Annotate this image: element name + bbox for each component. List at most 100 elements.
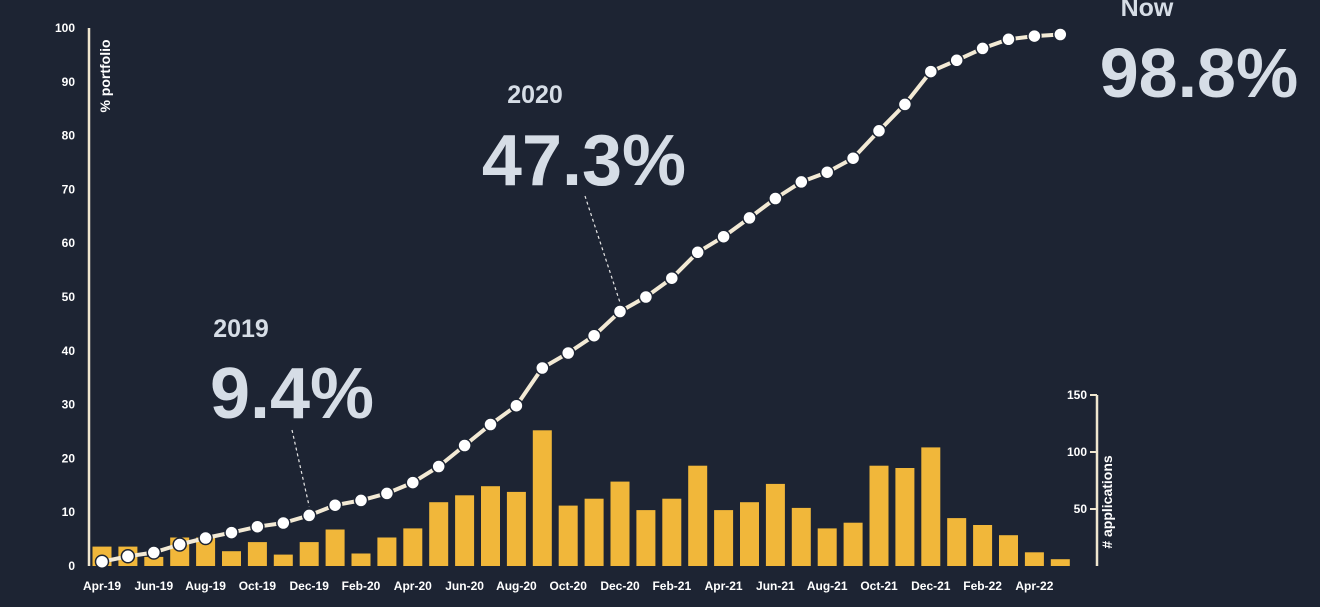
bar-Jul-20 <box>481 486 500 566</box>
callout-2019-value: 9.4% <box>210 354 374 434</box>
left-tick-50: 50 <box>62 290 76 304</box>
x-tick-Aug-21: Aug-21 <box>807 579 848 593</box>
point-Dec-21 <box>923 64 939 79</box>
point-Nov-20 <box>586 328 602 343</box>
point-May-19 <box>120 549 136 564</box>
callout-leader-2020 <box>584 195 621 303</box>
right-axis-title: # applications <box>1099 455 1115 549</box>
x-tick-Aug-20: Aug-20 <box>496 579 537 593</box>
point-Mar-22 <box>1001 32 1016 47</box>
bar-Sep-21 <box>843 522 863 566</box>
point-May-20 <box>431 459 446 474</box>
point-Sep-20 <box>535 360 550 376</box>
point-Aug-21 <box>819 164 835 180</box>
left-tick-40: 40 <box>62 344 76 358</box>
left-tick-60: 60 <box>62 236 76 250</box>
bar-May-22 <box>1050 559 1070 566</box>
point-Jan-22 <box>949 53 964 68</box>
left-axis-title: % portfolio <box>97 39 113 112</box>
right-tick-50: 50 <box>1074 502 1088 516</box>
bar-Jun-21 <box>765 483 785 566</box>
bar-Mar-20 <box>377 537 397 566</box>
point-Apr-21 <box>716 229 731 244</box>
point-Oct-21 <box>871 123 887 139</box>
x-tick-Feb-22: Feb-22 <box>963 579 1002 593</box>
x-tick-Apr-20: Apr-20 <box>394 579 432 593</box>
point-Sep-19 <box>224 525 239 540</box>
x-tick-Oct-21: Oct-21 <box>860 579 898 593</box>
bar-Apr-20 <box>403 528 423 566</box>
left-tick-100: 100 <box>55 21 75 35</box>
point-Apr-22 <box>1027 28 1042 44</box>
bar-Aug-20 <box>506 491 526 566</box>
point-Jul-20 <box>483 417 498 432</box>
bar-Aug-21 <box>817 528 837 566</box>
right-tick-100: 100 <box>1067 445 1087 459</box>
x-tick-Jun-21: Jun-21 <box>756 579 795 593</box>
left-tick-80: 80 <box>62 129 76 143</box>
right-axis-ticks: 50 100 150 <box>1067 388 1097 516</box>
point-Aug-20 <box>509 398 524 413</box>
bar-Dec-21 <box>921 447 941 566</box>
bar-Sep-19 <box>222 551 241 566</box>
left-tick-0: 0 <box>68 559 75 573</box>
bar-Oct-20 <box>558 505 578 566</box>
bar-Sep-20 <box>532 430 552 566</box>
bar-Aug-19 <box>196 537 216 566</box>
axes: % portfolio # applications <box>87 28 1115 566</box>
x-tick-Jun-19: Jun-19 <box>134 579 173 593</box>
x-tick-Aug-19: Aug-19 <box>185 579 226 593</box>
bar-May-20 <box>429 502 449 566</box>
x-tick-Oct-19: Oct-19 <box>239 579 277 593</box>
point-Apr-20 <box>405 475 421 490</box>
bar-Jan-20 <box>325 529 345 566</box>
bar-Nov-19 <box>273 554 293 566</box>
point-Jun-20 <box>457 438 472 453</box>
bar-Jan-21 <box>636 510 656 566</box>
left-tick-20: 20 <box>62 451 76 465</box>
bar-Apr-22 <box>1024 552 1044 566</box>
bar-Feb-21 <box>662 498 682 566</box>
x-tick-Apr-21: Apr-21 <box>705 579 743 593</box>
bar-Jun-19 <box>144 556 164 566</box>
point-Mar-21 <box>690 245 705 260</box>
point-Oct-19 <box>250 519 265 534</box>
bar-series <box>92 430 1070 566</box>
bar-Mar-21 <box>688 465 708 566</box>
point-Nov-19 <box>276 515 291 531</box>
point-Oct-20 <box>560 345 576 361</box>
bar-Jul-21 <box>791 507 811 566</box>
bar-Apr-21 <box>714 510 734 566</box>
x-tick-Dec-21: Dec-21 <box>911 579 951 593</box>
bar-Jan-22 <box>947 518 967 566</box>
x-tick-Apr-19: Apr-19 <box>83 579 121 593</box>
bar-Oct-19 <box>247 542 267 566</box>
point-Feb-20 <box>353 493 369 508</box>
x-tick-Dec-19: Dec-19 <box>290 579 330 593</box>
callout-2019-year: 2019 <box>213 315 269 343</box>
portfolio-line <box>101 32 1061 564</box>
callout-now-year: Now <box>1121 0 1174 22</box>
point-Feb-22 <box>975 41 990 56</box>
left-tick-70: 70 <box>62 182 76 196</box>
point-Sep-21 <box>845 150 861 166</box>
left-axis-ticks: 0 10 20 30 40 50 60 70 80 90 100 <box>55 21 75 573</box>
point-Jan-21 <box>638 289 654 305</box>
bar-Nov-20 <box>584 498 604 566</box>
bar-Mar-22 <box>999 535 1018 566</box>
point-Dec-20 <box>612 304 628 319</box>
left-tick-30: 30 <box>62 398 76 412</box>
point-Jun-19 <box>146 545 162 560</box>
callout-2020: 2020 47.3% <box>482 81 686 201</box>
point-Apr-19 <box>94 554 110 569</box>
bar-Feb-20 <box>351 553 371 566</box>
left-tick-90: 90 <box>62 75 76 89</box>
x-tick-Oct-20: Oct-20 <box>550 579 588 593</box>
bar-May-21 <box>740 502 759 566</box>
callout-now: Now 98.8% <box>1100 0 1298 112</box>
callout-leader-2019 <box>291 429 310 507</box>
point-Aug-19 <box>198 530 213 546</box>
point-Mar-20 <box>379 486 395 501</box>
line-series <box>94 27 1068 569</box>
